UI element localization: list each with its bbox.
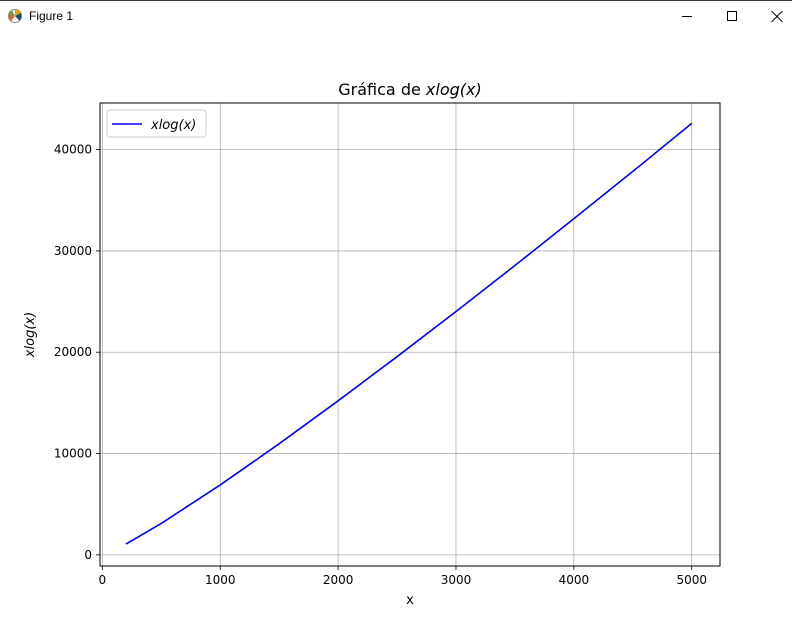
title-bar[interactable]: Figure 1 (0, 0, 792, 32)
legend-box (106, 109, 207, 138)
axis-ticks: 0 1000 2000 3000 4000 5000 0 10000 20000 30000 400… (54, 143, 707, 587)
series-line-xlogx (125, 122, 693, 545)
plot-series (125, 122, 693, 545)
axes-frame (99, 102, 721, 567)
minimize-icon (682, 16, 692, 17)
legend-entry-label: xlog(x) (150, 118, 196, 133)
close-icon (771, 11, 783, 23)
y-tick-label: 20000 (54, 345, 92, 359)
close-button[interactable] (754, 1, 792, 32)
y-tick-label: 0 (84, 548, 92, 562)
chart-title-prefix: Gráfica de (338, 80, 426, 99)
x-axis-label: x (406, 593, 414, 608)
legend: xlog(x) (106, 109, 207, 138)
maximize-button[interactable] (709, 1, 755, 32)
chart-title: Gráfica de xlog(x) (338, 80, 481, 99)
chart-title-math: xlog(x) (425, 80, 482, 99)
y-tick-label: 10000 (54, 447, 92, 461)
figure-canvas: 0 1000 2000 3000 4000 5000 0 10000 20000 30000 400… (0, 31, 792, 630)
window-title: Figure 1 (29, 9, 74, 23)
y-tick-label: 30000 (54, 244, 92, 258)
x-tick-label: 0 (99, 573, 107, 587)
minimize-button[interactable] (664, 1, 710, 32)
matplotlib-logo-icon (8, 9, 22, 23)
maximize-icon (727, 11, 737, 21)
x-tick-label: 2000 (323, 573, 354, 587)
x-tick-label: 3000 (441, 573, 472, 587)
y-axis-label: xlog(x) (23, 312, 38, 358)
x-tick-label: 5000 (676, 573, 707, 587)
grid (100, 103, 720, 566)
x-tick-label: 4000 (559, 573, 590, 587)
line-chart: 0 1000 2000 3000 4000 5000 0 10000 20000 30000 400… (23, 80, 721, 608)
x-tick-label: 1000 (205, 573, 236, 587)
y-tick-label: 40000 (54, 143, 92, 157)
